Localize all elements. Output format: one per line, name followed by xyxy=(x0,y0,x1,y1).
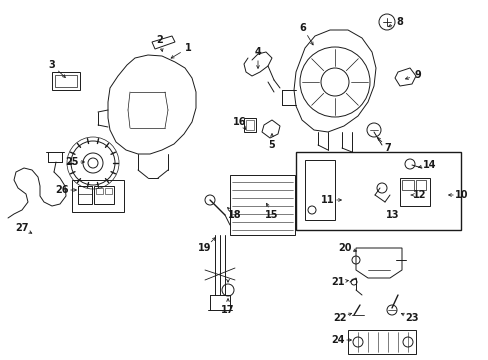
Bar xyxy=(399,178,429,206)
Bar xyxy=(96,188,103,194)
Bar xyxy=(415,180,425,190)
Text: 12: 12 xyxy=(412,190,426,200)
Text: 3: 3 xyxy=(48,60,55,70)
Bar xyxy=(78,186,92,204)
Bar xyxy=(78,186,92,194)
Text: 8: 8 xyxy=(396,17,403,27)
Text: 9: 9 xyxy=(414,70,421,80)
Polygon shape xyxy=(394,68,415,86)
Text: 5: 5 xyxy=(268,140,275,150)
Text: 6: 6 xyxy=(299,23,306,33)
Bar xyxy=(55,75,77,87)
Bar xyxy=(244,118,256,132)
Text: 4: 4 xyxy=(254,47,261,57)
Bar xyxy=(347,330,415,354)
Bar xyxy=(245,120,253,130)
Text: 20: 20 xyxy=(338,243,351,253)
Text: 21: 21 xyxy=(330,277,344,287)
Polygon shape xyxy=(355,248,401,278)
Text: 18: 18 xyxy=(228,210,242,220)
Polygon shape xyxy=(108,55,196,154)
Text: 26: 26 xyxy=(55,185,69,195)
Text: 17: 17 xyxy=(221,305,234,315)
Text: 25: 25 xyxy=(65,157,79,167)
Polygon shape xyxy=(293,30,375,132)
Text: 27: 27 xyxy=(15,223,29,233)
Text: 24: 24 xyxy=(330,335,344,345)
Text: 14: 14 xyxy=(423,160,436,170)
Bar xyxy=(52,72,80,90)
Polygon shape xyxy=(262,120,280,138)
Text: 15: 15 xyxy=(264,210,278,220)
Text: 1: 1 xyxy=(184,43,191,53)
Bar xyxy=(229,175,294,235)
Text: 13: 13 xyxy=(386,210,399,220)
Text: 16: 16 xyxy=(233,117,246,127)
Bar xyxy=(94,186,114,204)
Text: 19: 19 xyxy=(198,243,211,253)
Bar xyxy=(295,152,460,230)
Text: 11: 11 xyxy=(321,195,334,205)
Bar xyxy=(401,180,413,190)
Text: 2: 2 xyxy=(156,35,163,45)
Bar xyxy=(105,188,112,194)
Text: 7: 7 xyxy=(384,143,390,153)
Text: 10: 10 xyxy=(454,190,468,200)
Text: 22: 22 xyxy=(332,313,346,323)
Bar xyxy=(72,180,124,212)
Polygon shape xyxy=(152,36,175,49)
Text: 23: 23 xyxy=(405,313,418,323)
Bar xyxy=(305,160,334,220)
